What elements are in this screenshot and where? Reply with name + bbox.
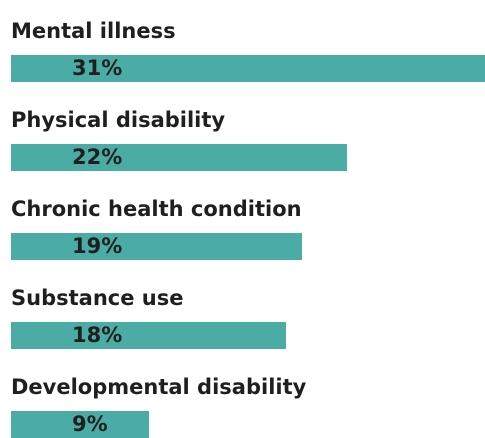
- category-label: Developmental disability: [11, 375, 307, 399]
- bar: [11, 322, 286, 349]
- value-label: 22%: [72, 145, 123, 169]
- bar: [11, 233, 302, 260]
- bar: [11, 144, 347, 171]
- bar: [11, 55, 485, 82]
- category-label: Substance use: [11, 286, 184, 310]
- value-label: 31%: [72, 56, 123, 80]
- value-label: 9%: [72, 412, 108, 436]
- category-label: Physical disability: [11, 108, 226, 132]
- value-label: 18%: [72, 323, 123, 347]
- category-label: Mental illness: [11, 19, 176, 43]
- category-label: Chronic health condition: [11, 197, 302, 221]
- value-label: 19%: [72, 234, 123, 258]
